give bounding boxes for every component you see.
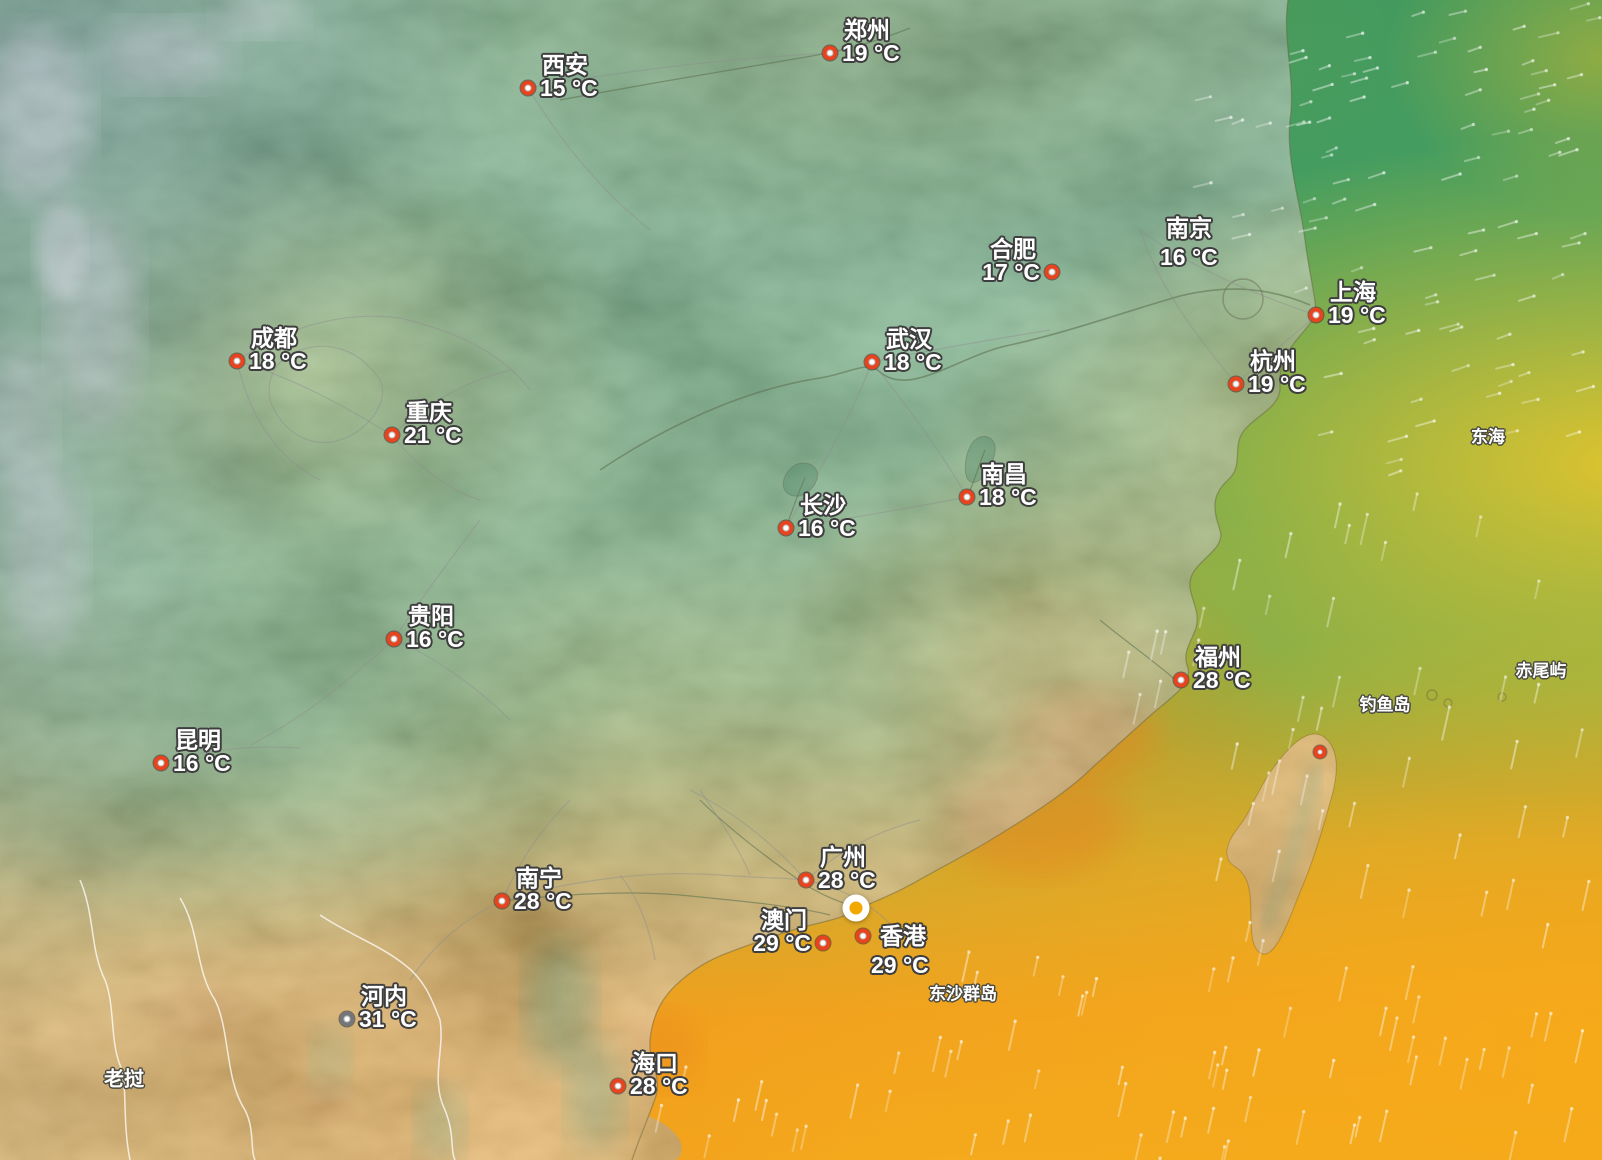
city-temperature: 19 °C bbox=[1248, 371, 1306, 397]
city-marker-dot bbox=[1044, 264, 1060, 280]
taiwan-island bbox=[1226, 733, 1337, 955]
city-temperature: 18 °C bbox=[884, 349, 942, 375]
city-temperature: 19 °C bbox=[1328, 302, 1386, 328]
island-label: 钓鱼岛 bbox=[1359, 695, 1411, 715]
city-marker-dot bbox=[384, 427, 400, 443]
city-temperature: 19 °C bbox=[842, 40, 900, 66]
wind-streaks bbox=[654, 2, 1602, 1160]
city-marker-dot bbox=[855, 928, 871, 944]
country-label: 老挝 bbox=[104, 1068, 144, 1091]
city-marker-dot bbox=[520, 80, 536, 96]
city-temperature: 16 °C bbox=[798, 515, 856, 541]
city-temperature: 18 °C bbox=[979, 484, 1037, 510]
city-temperature: 29 °C bbox=[871, 952, 929, 978]
city-marker-dot bbox=[798, 872, 814, 888]
city-temperature: 28 °C bbox=[818, 867, 876, 893]
city-temperature: 21 °C bbox=[404, 422, 462, 448]
city-marker-dot bbox=[386, 631, 402, 647]
roads bbox=[160, 52, 1317, 981]
city-temperature: 29 °C bbox=[753, 930, 811, 956]
city-temperature: 17 °C bbox=[982, 259, 1040, 285]
city-marker-dot bbox=[339, 1011, 355, 1027]
city-temperature: 16 °C bbox=[406, 626, 464, 652]
city-marker-dot bbox=[1228, 376, 1244, 392]
city-marker-dot bbox=[153, 755, 169, 771]
city-marker-dot bbox=[815, 935, 831, 951]
city-temperature: 28 °C bbox=[514, 888, 572, 914]
city-marker-dot bbox=[610, 1078, 626, 1094]
city-marker-dot bbox=[778, 520, 794, 536]
city-name: 上海 bbox=[1330, 279, 1376, 305]
city-name: 香港 bbox=[880, 923, 926, 949]
city-marker-dot bbox=[822, 45, 838, 61]
sea-label: 东海 bbox=[1471, 427, 1505, 447]
city-temperature: 28 °C bbox=[1193, 667, 1251, 693]
city-temperature: 16 °C bbox=[1160, 244, 1218, 270]
city-marker-dot bbox=[494, 893, 510, 909]
city-temperature: 16 °C bbox=[173, 750, 231, 776]
island-label: 赤尾屿 bbox=[1515, 661, 1567, 681]
location-marker bbox=[842, 894, 870, 922]
city-marker-dot bbox=[864, 354, 880, 370]
city-temperature: 28 °C bbox=[630, 1073, 688, 1099]
city-temperature: 15 °C bbox=[540, 75, 598, 101]
location-marker-center bbox=[849, 901, 863, 915]
city-marker-dot bbox=[229, 353, 245, 369]
city-marker-dot bbox=[959, 489, 975, 505]
city-marker-dot bbox=[1313, 745, 1327, 759]
island-label: 东沙群岛 bbox=[929, 984, 997, 1004]
city-marker-dot bbox=[1173, 672, 1189, 688]
city-marker-dot bbox=[1308, 307, 1324, 323]
city-temperature: 18 °C bbox=[249, 348, 307, 374]
city-temperature: 31 °C bbox=[359, 1006, 417, 1032]
rivers bbox=[501, 27, 1311, 916]
city-name: 南京 bbox=[1166, 215, 1212, 241]
